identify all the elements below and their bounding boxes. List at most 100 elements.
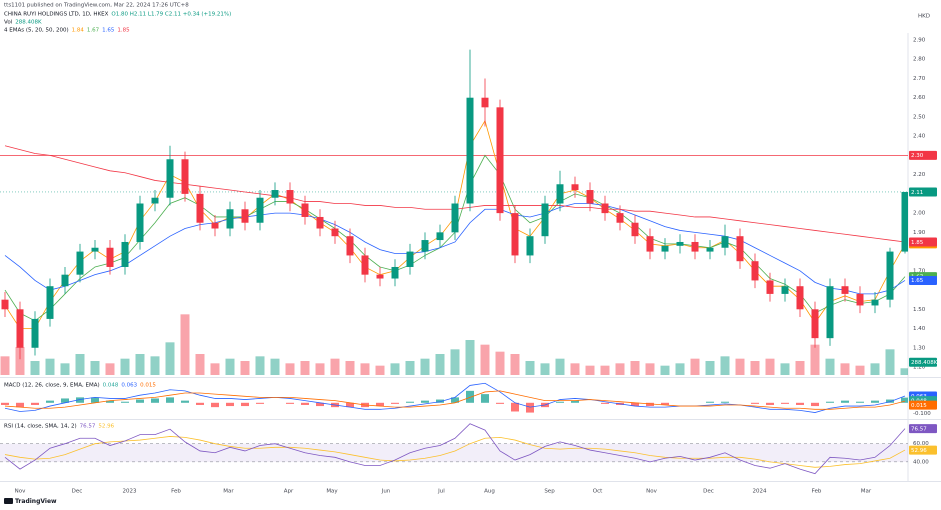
candle-body	[241, 209, 249, 223]
candle-body	[271, 190, 279, 198]
macd-histogram-bar	[826, 401, 834, 403]
volume-bar	[555, 358, 565, 375]
volume-bar	[825, 358, 835, 375]
candle-body	[766, 280, 774, 294]
macd-histogram-bar	[1, 402, 9, 405]
y-tick-label: -0.100	[913, 411, 931, 417]
x-tick-label: May	[326, 489, 338, 495]
volume-legend: Vol	[4, 20, 13, 26]
candle-body	[196, 193, 204, 223]
y-tick-label: 2.90	[913, 38, 926, 44]
macd-title: MACD (12, 26, close, 9, EMA, EMA)	[4, 383, 100, 389]
candle-body	[166, 159, 174, 198]
candle-body	[646, 236, 654, 252]
candle-body	[676, 241, 684, 246]
volume-bar	[90, 361, 100, 375]
candle-body	[496, 107, 504, 214]
macd-histogram-bar	[136, 399, 144, 403]
macd-histogram-bar	[856, 401, 864, 403]
volume-bar	[660, 365, 670, 375]
macd-histogram-bar	[166, 397, 174, 403]
volume-bar	[270, 358, 280, 375]
volume-bar	[795, 361, 805, 375]
macd-histogram-bar	[766, 402, 774, 405]
logo-text: TradingView	[15, 498, 57, 505]
y-tick-label: 1.70	[913, 268, 926, 274]
macd-hist-value: 0.048	[103, 383, 119, 389]
macd-histogram-bar	[646, 402, 654, 407]
volume-bar	[360, 363, 370, 375]
y-tick-label: 2.80	[913, 57, 926, 63]
candle-body	[301, 203, 309, 217]
macd-line	[4, 390, 906, 410]
volume-bar	[615, 363, 625, 375]
macd-histogram-bar	[526, 402, 534, 413]
macd-histogram-bar	[811, 402, 819, 407]
ema-legend: 4 EMAs (5, 20, 50, 200)	[4, 28, 69, 34]
candle-body	[211, 222, 219, 229]
volume-bar	[225, 358, 235, 375]
candle-body	[181, 159, 189, 194]
volume-bar	[30, 361, 40, 375]
price-badge	[909, 424, 937, 434]
price-badge-label: 2.30	[911, 153, 924, 159]
candle-body	[16, 309, 24, 348]
candle-body	[541, 203, 549, 237]
candle-body	[451, 203, 459, 233]
price-badge-label: 52.96	[911, 448, 927, 454]
macd-histogram-bar	[46, 400, 54, 403]
candle-body	[376, 274, 384, 279]
candle-body	[781, 286, 789, 294]
volume-bar	[645, 363, 655, 375]
ema-legend-value: 1.67	[87, 28, 100, 34]
x-tick-label: Dec	[703, 489, 714, 495]
x-tick-label: Aug	[484, 489, 495, 495]
volume-bar	[150, 356, 160, 375]
candle-body	[436, 232, 444, 241]
macd-histogram-bar	[346, 402, 354, 408]
currency: HKD	[918, 14, 930, 20]
candle-body	[751, 261, 759, 281]
price-badge-label: 0.015	[911, 403, 927, 409]
x-tick-label: Apr	[284, 489, 294, 495]
macd-histogram-bar	[316, 402, 324, 407]
candle-body	[901, 191, 908, 252]
macd-line	[4, 382, 906, 413]
volume-bar	[735, 358, 745, 375]
x-tick-label: 2024	[753, 489, 767, 495]
macd-histogram-bar	[571, 400, 579, 403]
macd-value: 0.063	[121, 383, 137, 389]
candle-body	[481, 97, 489, 108]
candle-body	[91, 247, 99, 252]
candle-body	[226, 209, 234, 229]
macd-histogram-bar	[466, 390, 474, 403]
macd-histogram-bar	[886, 399, 894, 403]
candle-body	[706, 247, 714, 252]
candle-body	[631, 222, 639, 237]
price-badge	[909, 400, 937, 410]
macd-histogram-bar	[451, 397, 459, 403]
candle-body	[61, 274, 69, 287]
x-tick-label: Dec	[72, 489, 83, 495]
volume-bar	[750, 361, 760, 375]
macd-histogram-bar	[256, 402, 264, 404]
volume-bar	[330, 358, 340, 375]
macd-histogram-bar	[151, 398, 159, 403]
volume-bar	[720, 356, 730, 375]
candle-body	[256, 197, 264, 223]
ema-line	[4, 203, 906, 295]
candle-body	[811, 309, 819, 339]
volume-bar	[210, 363, 220, 375]
candle-body	[286, 190, 294, 204]
candle-body	[466, 97, 474, 204]
symbol-title: CHINA RUYI HOLDINGS LTD, 1D, HKEX	[4, 12, 109, 18]
axes: 2.90 2.80 2.70 2.60 2.50 2.40 2.20 2.00 1.90 1.70…	[15, 38, 938, 495]
macd-histogram-bar	[76, 397, 84, 403]
candle-body	[721, 236, 729, 248]
macd-histogram-bar	[406, 401, 414, 403]
volume-bar	[510, 354, 520, 375]
candle-body	[76, 251, 84, 275]
y-tick-label: 1.90	[913, 230, 926, 236]
volume-bar	[855, 365, 865, 375]
